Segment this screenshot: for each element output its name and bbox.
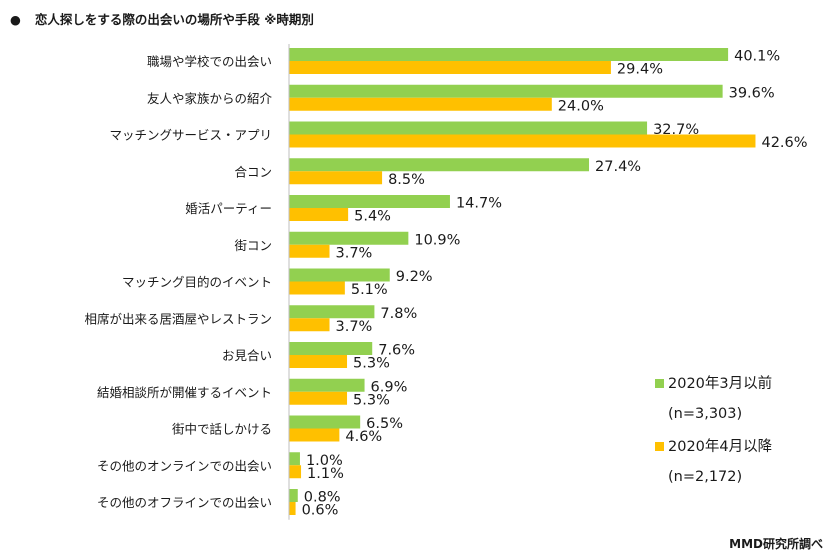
bar-after xyxy=(289,465,302,479)
data-label: 6.9% xyxy=(371,379,408,395)
bar-before xyxy=(289,231,409,245)
source-credit: MMD研究所調べ xyxy=(729,537,823,551)
bar-before xyxy=(289,452,300,466)
legend-swatch-green xyxy=(655,379,664,388)
title-bullet: ● xyxy=(10,12,21,27)
bar-before xyxy=(289,378,365,392)
bar-before xyxy=(289,268,390,282)
category-label: 職場や学校での出会い xyxy=(147,54,272,69)
category-label: 街中で話しかける xyxy=(172,422,272,437)
bar-after xyxy=(289,97,552,111)
bar-after xyxy=(289,428,340,442)
data-label: 24.0% xyxy=(558,98,604,114)
data-label: 10.9% xyxy=(414,232,460,248)
chart-title: ● 恋人探しをする際の出会いの場所や手段 ※時期別 xyxy=(10,9,314,28)
data-label: 8.5% xyxy=(388,172,425,188)
data-label: 32.7% xyxy=(653,122,699,138)
bar-after xyxy=(289,171,383,185)
legend-item-after: 2020年4月以降 (n=2,172) xyxy=(655,432,772,492)
data-label: 4.6% xyxy=(345,429,382,445)
bar-after xyxy=(289,502,296,515)
bar-after xyxy=(289,208,349,221)
data-label: 5.1% xyxy=(351,282,388,298)
bar-after xyxy=(289,244,330,258)
data-label: 14.7% xyxy=(456,196,502,212)
legend-label: 2020年3月以前 xyxy=(668,376,773,392)
category-label: 街コン xyxy=(234,238,272,253)
category-label: 友人や家族からの紹介 xyxy=(147,91,273,106)
category-label: その他のオフラインでの出会い xyxy=(97,495,272,510)
data-label: 6.5% xyxy=(366,416,403,432)
bar-after xyxy=(289,281,345,295)
data-label: 39.6% xyxy=(729,85,775,101)
bar-after xyxy=(289,391,348,405)
bar-before xyxy=(289,158,590,172)
data-label: 5.3% xyxy=(353,356,390,372)
data-label: 0.6% xyxy=(302,503,339,519)
data-label: 42.6% xyxy=(761,135,807,151)
data-label: 5.4% xyxy=(354,209,391,225)
title-text: 恋人探しをする際の出会いの場所や手段 ※時期別 xyxy=(34,12,314,27)
data-label: 29.4% xyxy=(617,62,663,78)
bar-before xyxy=(289,48,729,61)
bar-before xyxy=(289,195,450,208)
bar-after xyxy=(289,318,330,332)
category-label: その他のオンラインでの出会い xyxy=(97,458,272,473)
bar-before xyxy=(289,489,298,502)
category-label: 婚活パーティー xyxy=(185,201,272,216)
category-label: 相席が出来る居酒屋やレストラン xyxy=(84,311,272,326)
bar-before xyxy=(289,121,648,135)
data-label: 1.0% xyxy=(306,453,343,469)
bar-after xyxy=(289,355,348,368)
category-label: お見合い xyxy=(222,348,272,363)
bar-before xyxy=(289,84,723,98)
data-label: 1.1% xyxy=(307,466,344,482)
bar-before xyxy=(289,305,375,319)
legend-sample: (n=3,303) xyxy=(668,406,743,422)
data-label: 27.4% xyxy=(595,159,641,175)
legend-sample: (n=2,172) xyxy=(668,469,743,485)
data-label: 40.1% xyxy=(734,49,780,65)
bar-after xyxy=(289,134,756,148)
bar-before xyxy=(289,342,373,355)
data-label: 9.2% xyxy=(396,269,433,285)
bar-before xyxy=(289,415,361,429)
legend-item-before: 2020年3月以前 (n=3,303) xyxy=(655,369,772,429)
data-label: 3.7% xyxy=(336,319,373,335)
data-label: 7.8% xyxy=(380,306,417,322)
data-label: 7.6% xyxy=(378,343,415,359)
data-label: 3.7% xyxy=(336,245,373,261)
legend-label: 2020年4月以降 xyxy=(668,439,773,455)
bar-after xyxy=(289,61,611,74)
category-label: マッチングサービス・アプリ xyxy=(109,128,272,143)
data-label: 5.3% xyxy=(353,392,390,408)
category-label: 結婚相談所が開催するイベント xyxy=(97,385,272,400)
category-label: マッチング目的のイベント xyxy=(122,275,272,290)
data-label: 0.8% xyxy=(304,490,341,506)
category-label: 合コン xyxy=(234,164,272,179)
legend-swatch-orange xyxy=(655,442,664,451)
